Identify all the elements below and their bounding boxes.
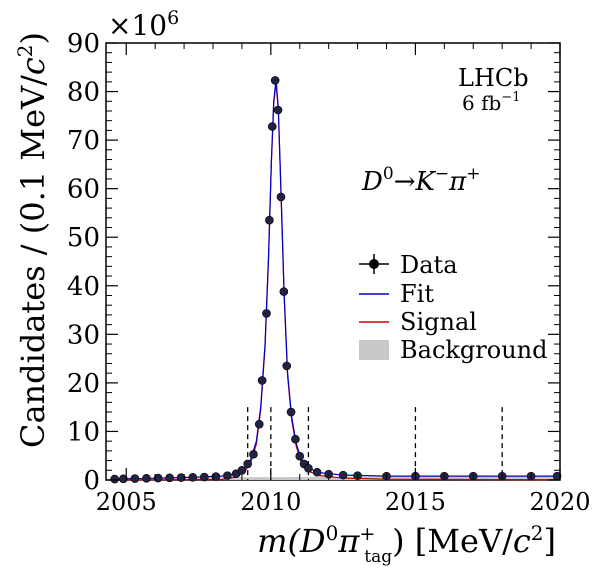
y-tick-label-2: 20 bbox=[67, 369, 100, 399]
luminosity-label: 6 fb−1 bbox=[462, 90, 520, 115]
legend-label-signal: Signal bbox=[400, 308, 477, 336]
legend-entry-background: Background bbox=[359, 336, 548, 364]
y-tick-label-5: 50 bbox=[67, 223, 100, 253]
dashed-lines-layer bbox=[247, 407, 503, 480]
legend-label-background: Background bbox=[400, 336, 548, 364]
data-point-4 bbox=[153, 473, 163, 483]
legend-entry-data: Data bbox=[359, 251, 458, 279]
ticks-layer: 2005 2010 2015 2020 0 10 20 30 40 50 60 70 80 90 bbox=[67, 29, 591, 516]
x-tick-label-1: 2010 bbox=[240, 488, 301, 516]
decay-label: D0→K−π+ bbox=[361, 164, 481, 197]
data-point-0 bbox=[110, 474, 119, 484]
data-point-9 bbox=[211, 472, 221, 481]
data-point-15 bbox=[254, 419, 264, 429]
y-tick-label-9: 90 bbox=[67, 29, 100, 59]
legend-data-marker bbox=[369, 259, 379, 269]
data-point-3 bbox=[142, 474, 151, 483]
data-point-14 bbox=[249, 449, 258, 459]
data-point-7 bbox=[188, 473, 198, 482]
legend-label-data: Data bbox=[400, 251, 458, 279]
data-point-25 bbox=[286, 407, 296, 417]
data-point-13 bbox=[243, 459, 252, 469]
curves-layer bbox=[111, 79, 561, 481]
data-point-2 bbox=[130, 474, 140, 483]
data-point-1 bbox=[119, 474, 128, 484]
y-tick-label-7: 70 bbox=[67, 126, 100, 156]
data-point-23 bbox=[279, 287, 289, 296]
y-multiplier: ×106 bbox=[108, 7, 179, 42]
experiment-label: LHCb bbox=[458, 64, 529, 92]
data-point-26 bbox=[291, 434, 300, 444]
data-point-20 bbox=[270, 76, 280, 85]
y-axis-label: Candidates / (0.1 MeV/c2) bbox=[13, 32, 52, 448]
data-point-29 bbox=[304, 464, 313, 473]
legend-entry-fit: Fit bbox=[359, 280, 434, 308]
data-point-17 bbox=[262, 309, 271, 318]
data-point-12 bbox=[237, 465, 247, 475]
data-point-16 bbox=[257, 376, 267, 385]
data-point-32 bbox=[338, 470, 348, 480]
data-point-8 bbox=[200, 472, 209, 482]
data-point-30 bbox=[312, 467, 322, 477]
data-point-27 bbox=[295, 451, 305, 461]
data-points-layer bbox=[110, 76, 562, 484]
data-point-5 bbox=[165, 473, 174, 483]
y-tick-label-8: 80 bbox=[67, 78, 100, 108]
legend-label-fit: Fit bbox=[400, 280, 434, 308]
legend: Data Fit Signal Background bbox=[359, 251, 548, 364]
fit-curve bbox=[111, 79, 560, 480]
x-tick-label-2: 2015 bbox=[385, 488, 446, 516]
legend-entry-signal: Signal bbox=[359, 308, 477, 336]
y-tick-label-6: 60 bbox=[67, 175, 100, 205]
x-axis-label: m(D0π+ tag) [MeV/c2] bbox=[257, 521, 556, 567]
legend-background-swatch bbox=[359, 340, 389, 360]
x-tick-label-0: 2005 bbox=[96, 488, 157, 516]
data-point-21 bbox=[273, 105, 283, 115]
data-point-19 bbox=[267, 122, 277, 131]
data-point-10 bbox=[223, 471, 232, 480]
y-tick-label-0: 0 bbox=[83, 466, 100, 496]
signal-curve bbox=[111, 82, 561, 481]
y-tick-label-1: 10 bbox=[67, 417, 100, 447]
data-point-6 bbox=[176, 473, 186, 482]
x-tick-label-3: 2020 bbox=[529, 488, 590, 516]
data-point-22 bbox=[276, 192, 286, 202]
data-point-24 bbox=[282, 361, 292, 371]
y-tick-label-3: 30 bbox=[67, 320, 100, 350]
y-tick-label-4: 40 bbox=[67, 272, 100, 302]
data-point-18 bbox=[265, 215, 274, 225]
